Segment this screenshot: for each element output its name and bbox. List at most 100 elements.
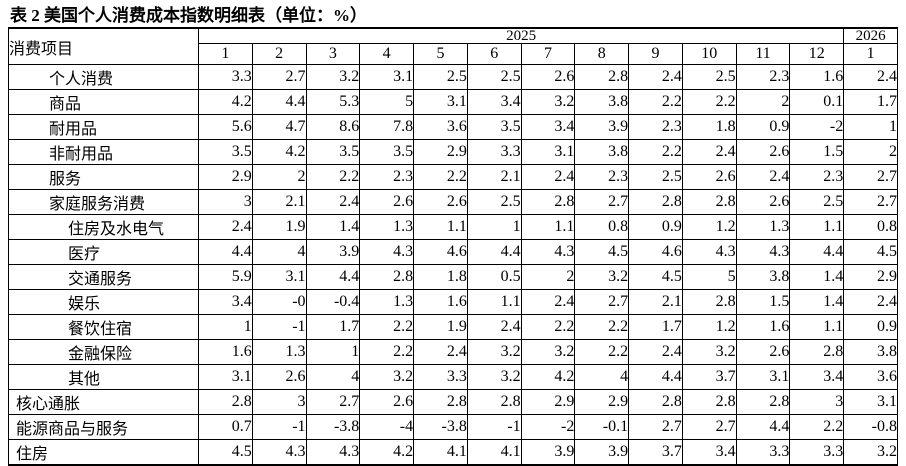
value-cell: 2.2: [520, 314, 576, 340]
month-header-cell: 11: [735, 43, 791, 65]
value-cell: 3.3: [735, 439, 791, 466]
table-row: 商品 4.2 4.4 5.3 5 3.1 3.4 3.2 3.8 2.2 2.2 2 0.1 1.7: [8, 89, 898, 115]
value-cell: 2.7: [574, 289, 630, 315]
value-cell: 4.4: [789, 239, 845, 265]
value-cell: 2.8: [466, 389, 522, 415]
value-cell: -0.8: [843, 414, 898, 440]
value-cell: 2.2: [574, 339, 630, 365]
value-cell: 0.9: [843, 314, 898, 340]
value-cell: 3.2: [520, 89, 576, 115]
month-header-cell: 10: [681, 43, 737, 65]
value-cell: 4: [305, 364, 361, 390]
value-cell: 2.8: [628, 189, 683, 215]
value-cell: 2.1: [251, 189, 307, 215]
value-cell: 2.3: [735, 64, 791, 90]
value-cell: 0.7: [198, 414, 253, 440]
value-cell: 4.5: [198, 439, 253, 466]
value-cell: 4.2: [520, 364, 576, 390]
value-cell: 4.1: [413, 439, 468, 466]
value-cell: 4.3: [735, 239, 791, 265]
value-cell: 0.5: [466, 264, 522, 290]
value-cell: 1.7: [628, 314, 683, 340]
value-cell: 4.2: [251, 139, 307, 165]
value-cell: 1.2: [681, 214, 737, 240]
table-row: 医疗 4.4 4 3.9 4.3 4.6 4.4 4.3 4.5 4.6 4.3 4.3 4.4 4.5: [8, 239, 898, 265]
row-label: 家庭服务消费: [8, 189, 199, 215]
table-header: 消费项目 2025 2026 1 2 3 4 5 6 7 8 9 10 11 12 1: [8, 27, 898, 65]
value-cell: 2.4: [466, 314, 522, 340]
value-cell: 3.3: [198, 64, 253, 90]
value-cell: -0: [251, 289, 307, 315]
value-cell: 3: [789, 389, 845, 415]
value-cell: 2.4: [628, 64, 683, 90]
value-cell: 2.5: [413, 64, 468, 90]
value-cell: 1.1: [520, 214, 576, 240]
value-cell: 2.8: [681, 189, 737, 215]
value-cell: 1.2: [681, 314, 737, 340]
value-cell: 2.5: [466, 64, 522, 90]
value-cell: 2.6: [735, 189, 791, 215]
value-cell: 3.2: [466, 364, 522, 390]
table-row: 家庭服务消费 3 2.1 2.4 2.6 2.6 2.5 2.8 2.7 2.8 2.8 2.6 2.5…: [8, 189, 898, 215]
value-cell: 3.7: [628, 439, 683, 466]
value-cell: 1.9: [413, 314, 468, 340]
table-row: 其他 3.1 2.6 4 3.2 3.3 3.2 4.2 4 4.4 3.7 3.1 3.4 3.6: [8, 364, 898, 390]
value-cell: 2.1: [466, 164, 522, 190]
value-cell: 2.3: [574, 164, 630, 190]
value-cell: 2.2: [681, 89, 737, 115]
value-cell: 1.4: [789, 264, 845, 290]
value-cell: 2: [735, 89, 791, 115]
value-cell: 7.8: [359, 114, 415, 140]
item-column-header: 消费项目: [8, 27, 199, 65]
value-cell: 4.3: [520, 239, 576, 265]
value-cell: 1.7: [843, 89, 898, 115]
value-cell: 5: [359, 89, 415, 115]
value-cell: 3.9: [305, 239, 361, 265]
value-cell: 2.2: [789, 414, 845, 440]
value-cell: 2.8: [681, 389, 737, 415]
value-cell: 2.6: [735, 339, 791, 365]
value-cell: 2.7: [681, 414, 737, 440]
value-cell: 1.1: [789, 314, 845, 340]
value-cell: 2.5: [681, 64, 737, 90]
value-cell: 2.6: [359, 389, 415, 415]
value-cell: 2.2: [359, 314, 415, 340]
row-label: 其他: [8, 364, 199, 390]
table-row: 耐用品 5.6 4.7 8.6 7.8 3.6 3.5 3.4 3.9 2.3 1.8 0.9 -2 1: [8, 114, 898, 140]
value-cell: 2.8: [413, 389, 468, 415]
table-row: 住房 4.5 4.3 4.3 4.2 4.1 4.1 3.9 3.9 3.7 3.4 3.3 3.3 3.…: [8, 439, 898, 466]
value-cell: 4.3: [251, 439, 307, 466]
table-row: 个人消费 3.3 2.7 3.2 3.1 2.5 2.5 2.6 2.8 2.4 2.5 2.3 1.6…: [8, 64, 898, 90]
value-cell: 5: [681, 264, 737, 290]
value-cell: 2.2: [413, 164, 468, 190]
value-cell: 2.6: [520, 64, 576, 90]
value-cell: 2.4: [305, 189, 361, 215]
value-cell: 1.1: [789, 214, 845, 240]
table-row: 餐饮住宿 1 -1 1.7 2.2 1.9 2.4 2.2 2.2 1.7 1.2 1.6 1.1 0.9: [8, 314, 898, 340]
value-cell: 1.4: [789, 289, 845, 315]
value-cell: 2.8: [198, 389, 253, 415]
value-cell: 1.6: [198, 339, 253, 365]
value-cell: 2.1: [628, 289, 683, 315]
value-cell: 1.7: [305, 314, 361, 340]
value-cell: 1.9: [251, 214, 307, 240]
value-cell: 2.4: [843, 289, 898, 315]
value-cell: 3.4: [466, 89, 522, 115]
value-cell: 2.3: [359, 164, 415, 190]
value-cell: 3.8: [735, 264, 791, 290]
value-cell: 4.3: [305, 439, 361, 466]
value-cell: 2.6: [681, 164, 737, 190]
value-cell: 2.7: [628, 414, 683, 440]
month-header-cell: 7: [520, 43, 576, 65]
value-cell: -1: [466, 414, 522, 440]
value-cell: 3.6: [843, 364, 898, 390]
value-cell: 2.7: [574, 189, 630, 215]
row-label: 商品: [8, 89, 199, 115]
value-cell: 2.4: [681, 139, 737, 165]
value-cell: 4.3: [681, 239, 737, 265]
value-cell: 2: [843, 139, 898, 165]
value-cell: 2.6: [359, 189, 415, 215]
year-2025-header: 2025: [197, 27, 845, 44]
value-cell: 4.4: [735, 414, 791, 440]
